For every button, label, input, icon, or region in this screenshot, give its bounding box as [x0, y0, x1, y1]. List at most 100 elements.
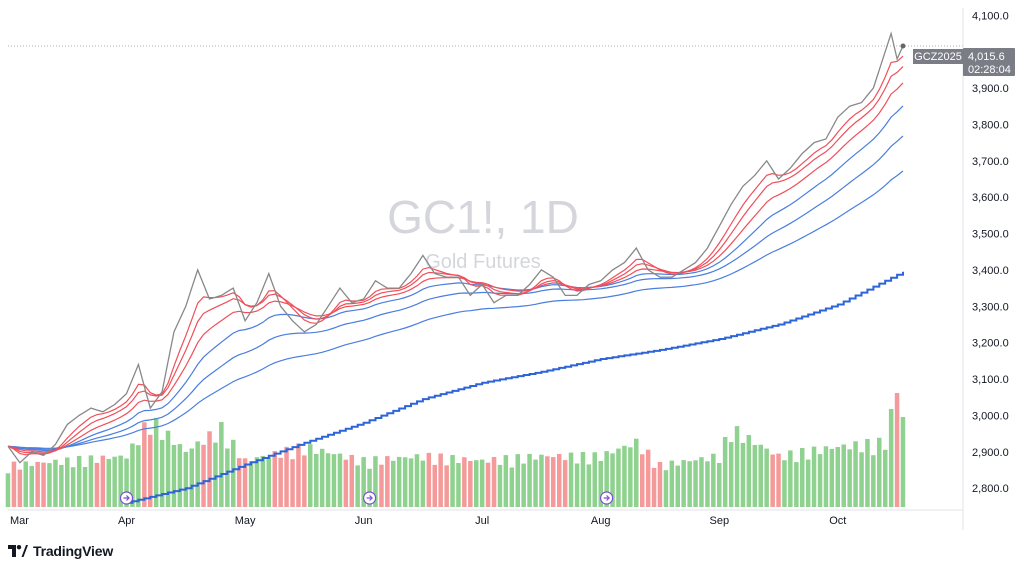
volume-bar	[776, 453, 781, 507]
price-tag-bg	[963, 48, 1015, 76]
volume-bar	[118, 455, 123, 507]
volume-bar	[722, 437, 728, 507]
volume-bar	[106, 459, 111, 507]
volume-bar	[877, 437, 882, 507]
volume-bar	[219, 422, 224, 507]
long-ma-line	[126, 271, 904, 504]
brand-logo[interactable]: TradingView	[8, 541, 113, 561]
volume-bar	[835, 447, 840, 507]
price-axis[interactable]: 2,800.0 2,900.0 3,000.0 3,100.0 3,200.0 3,300…	[972, 10, 1009, 495]
volume-bar	[717, 463, 722, 507]
volume-bar	[675, 465, 680, 507]
volume-bar	[586, 464, 592, 507]
x-tick-label: Sep	[710, 515, 730, 527]
volume-bar	[888, 409, 894, 507]
time-axis[interactable]: Mar Apr May Jun Jul Aug Sep Oct	[10, 515, 846, 527]
volume-bar	[604, 451, 609, 507]
volume-bar	[207, 431, 212, 507]
volume-bar	[503, 455, 509, 507]
volume-bar	[794, 462, 799, 507]
ema-8-line	[7, 66, 904, 454]
volume-bar	[663, 470, 669, 507]
volume-bar	[112, 456, 117, 507]
watermark-symbol: GC1!, 1D	[387, 191, 579, 243]
volume-bar	[728, 442, 734, 507]
volume-bar	[444, 465, 449, 507]
volume-bar	[740, 442, 746, 507]
volume-bar	[355, 465, 360, 507]
volume-bar	[242, 458, 248, 507]
volume-bar	[41, 462, 46, 507]
volume-bar	[47, 463, 52, 507]
volume-bar	[236, 458, 242, 507]
dividend-arrow-icon[interactable]	[599, 491, 614, 505]
volume-bar	[402, 457, 408, 507]
x-tick-label: Mar	[10, 515, 29, 527]
volume-bar	[17, 469, 23, 507]
volume-bar	[266, 457, 271, 507]
volume-bar	[290, 459, 295, 507]
volume-bar	[130, 443, 135, 507]
volume-bar	[628, 447, 633, 507]
volume-bar	[817, 454, 823, 507]
volume-bar	[616, 448, 621, 507]
price-tag-countdown: 02:28:04	[968, 64, 1011, 76]
volume-bar	[539, 454, 544, 507]
y-tick-label: 3,800.0	[972, 119, 1009, 131]
volume-bar	[800, 448, 805, 507]
volume-bar	[657, 462, 663, 507]
volume-bar	[640, 454, 645, 507]
volume-bar	[337, 453, 343, 507]
symbol-watermark: GC1!, 1D Gold Futures	[387, 191, 579, 273]
volume-bar	[746, 435, 752, 507]
symbol-tag-bg	[913, 49, 963, 64]
volume-bar	[183, 451, 189, 507]
volume-bar	[53, 459, 58, 507]
y-tick-label: 3,400.0	[972, 265, 1009, 277]
event-markers[interactable]	[119, 491, 614, 505]
tradingview-logo-icon	[8, 545, 28, 557]
volume-bar	[622, 445, 627, 507]
volume-bar	[574, 463, 580, 507]
volume-bar	[373, 456, 378, 507]
volume-bar	[610, 453, 615, 507]
volume-bar	[148, 434, 153, 507]
volume-bar	[509, 467, 515, 507]
volume-bar	[35, 461, 40, 507]
volume-bar	[408, 458, 414, 507]
volume-bar	[385, 456, 390, 507]
volume-bar	[65, 457, 70, 507]
price-line	[7, 31, 904, 464]
volume-bar	[308, 444, 313, 507]
price-tag-value: 4,015.6	[968, 51, 1005, 63]
volume-bar	[758, 444, 763, 507]
y-tick-label: 3,600.0	[972, 192, 1009, 204]
dividend-arrow-icon[interactable]	[119, 491, 134, 505]
volume-bar	[23, 461, 28, 507]
volume-bars	[5, 393, 906, 508]
volume-bar	[521, 463, 526, 507]
volume-bar	[260, 455, 266, 507]
volume-bar	[414, 454, 420, 507]
volume-bar	[136, 445, 141, 507]
volume-bar	[462, 457, 467, 507]
volume-bar	[379, 464, 384, 507]
volume-bar	[88, 455, 94, 507]
symbol-tag: GCZ2025	[914, 51, 962, 63]
brand-name: TradingView	[33, 543, 114, 559]
volume-bar	[225, 448, 230, 507]
volume-bar	[420, 460, 426, 507]
volume-bar	[70, 467, 76, 507]
volume-bar	[159, 440, 165, 507]
volume-bar	[551, 457, 556, 507]
volume-bar	[568, 452, 574, 507]
volume-bar	[645, 449, 651, 507]
volume-bar	[76, 456, 82, 507]
dividend-arrow-icon[interactable]	[363, 491, 377, 505]
volume-bar	[11, 461, 17, 507]
volume-bar	[94, 462, 100, 507]
volume-bar	[296, 443, 301, 507]
volume-bar	[805, 459, 811, 507]
volume-bar	[343, 459, 349, 507]
